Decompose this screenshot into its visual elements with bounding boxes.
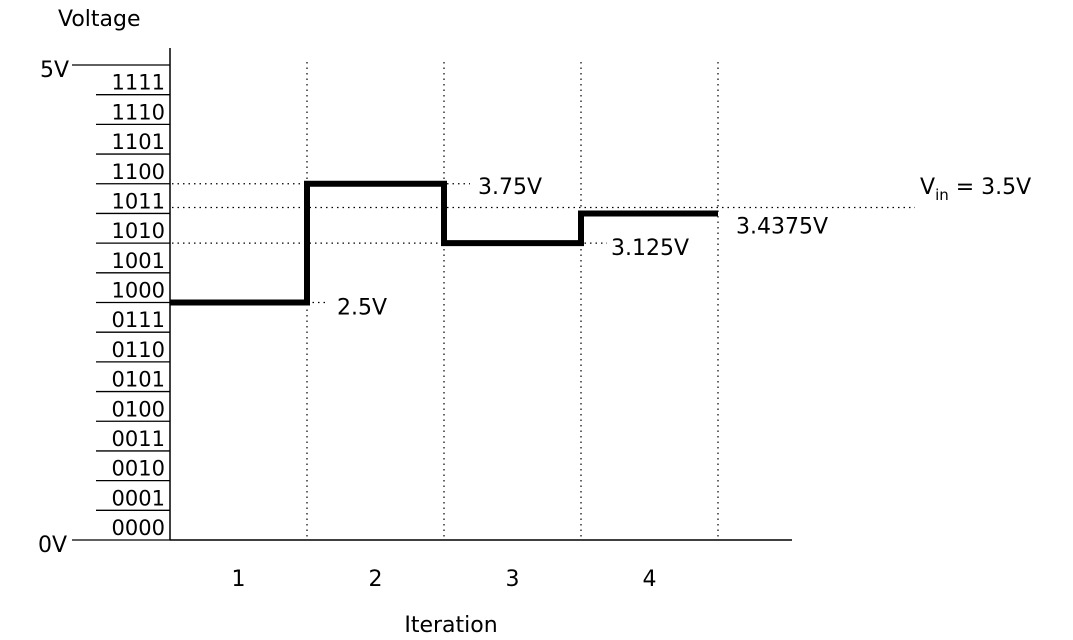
x-tick-label: 4 [643,567,657,592]
y-axis-title: Voltage [58,7,141,32]
code-label: 0111 [112,308,165,332]
code-label: 1010 [112,219,165,243]
guide-lines: 1 2 3 4 [172,62,915,592]
code-label: 1000 [112,279,165,303]
code-label: 0000 [112,516,165,540]
step-trace [170,180,718,306]
code-label: 0101 [112,368,165,392]
code-label: 1011 [112,189,165,213]
y-min-label: 0V [38,533,67,558]
axes [72,48,792,541]
x-axis-title: Iteration [404,613,497,638]
code-label: 1111 [112,71,165,95]
code-label: 0100 [112,397,165,421]
code-label: 0011 [112,427,165,451]
step-value-label: 2.5V [337,296,387,321]
y-max-label: 5V [40,58,69,83]
step-value-label: 3.125V [611,236,689,261]
step-line [170,180,718,306]
code-label: 1101 [112,130,165,154]
code-label: 1100 [112,160,165,184]
code-label: 0110 [112,338,165,362]
x-tick-label: 3 [506,567,520,592]
code-label: 1001 [112,249,165,273]
code-label: 0010 [112,457,165,481]
code-label: 0001 [112,486,165,510]
code-labels: 0000 0001 0010 0011 0100 0101 0110 0111 1000 1001… [96,71,170,540]
vin-label: Vin = 3.5V [920,175,1031,204]
step-value-label: 3.75V [478,175,542,200]
step-value-label: 3.4375V [736,214,828,239]
x-tick-label: 2 [369,567,383,592]
value-labels: 2.5V 3.75V 3.125V 3.4375V [337,175,828,321]
x-tick-label: 1 [232,567,246,592]
code-label: 1110 [112,100,165,124]
